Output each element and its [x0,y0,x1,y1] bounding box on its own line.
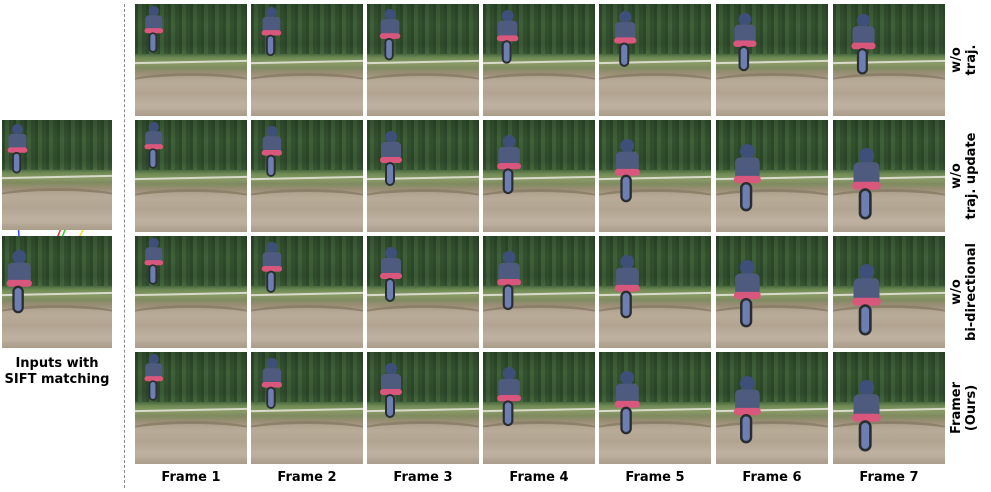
motocross-rider [729,259,766,329]
motocross-rider [493,10,522,65]
row-label-line1: Framer [949,382,964,435]
motocross-rider [141,354,167,402]
row-label-1: w/o traj. [949,4,983,116]
motocross-rider [376,246,406,303]
motocross-rider [847,264,886,337]
motocross-rider [847,148,886,221]
motocross-rider [376,362,406,419]
motocross-rider [493,251,525,311]
input-frame-end [2,236,112,348]
row-label-line1: w/o [949,47,964,73]
motocross-rider [141,122,167,170]
inputs-caption-line1: Inputs with [15,356,99,371]
frame-r2-c3 [367,120,479,232]
row-label-line2: traj. [964,44,979,76]
frame-r4-c5 [599,352,711,464]
column-label-5: Frame 5 [625,470,685,485]
frame-r3-c3 [367,236,479,348]
motocross-rider [610,11,641,68]
frame-r4-c7 [833,352,945,464]
column-label-2: Frame 2 [277,470,337,485]
motocross-rider [847,380,886,453]
motocross-rider [376,8,404,61]
frame-r1-c1 [135,4,247,116]
column-label-6: Frame 6 [742,470,802,485]
motocross-rider [610,371,645,435]
frame-r3-c6 [716,236,828,348]
row-label-line2: (Ours) [964,384,979,432]
frame-r3-c5 [599,236,711,348]
frame-r1-c5 [599,4,711,116]
frame-r3-c1 [135,236,247,348]
frame-r1-c6 [716,4,828,116]
row-label-line2: bi-directional [964,243,979,341]
input-frame-start [2,120,112,230]
frame-r2-c4 [483,120,595,232]
motocross-rider [258,7,285,57]
frame-r1-c7 [833,4,945,116]
row-label-3: w/o bi-directional [949,236,983,348]
frame-r1-c3 [367,4,479,116]
row-label-line2: traj. update [964,132,979,220]
motocross-rider [258,242,286,294]
motocross-rider [729,12,761,72]
motocross-rider [4,124,31,174]
row-label-4: Framer (Ours) [949,352,983,464]
frame-r2-c5 [599,120,711,232]
motocross-rider [141,6,167,54]
motocross-rider [258,358,286,410]
frame-r4-c6 [716,352,828,464]
motocross-rider [610,255,645,319]
motocross-rider [493,135,525,195]
row-label-line1: w/o [949,279,964,305]
frame-r1-c2 [251,4,363,116]
column-label-4: Frame 4 [509,470,569,485]
frame-r2-c1 [135,120,247,232]
frame-r2-c2 [251,120,363,232]
row-label-line1: w/o [949,163,964,189]
motocross-rider [610,139,645,203]
inputs-caption: Inputs with SIFT matching [2,356,112,388]
motocross-rider [258,126,286,178]
frame-r4-c2 [251,352,363,464]
frame-r3-c2 [251,236,363,348]
frame-r2-c7 [833,120,945,232]
motocross-rider [493,367,525,427]
frame-r3-c7 [833,236,945,348]
frame-r4-c4 [483,352,595,464]
frame-r4-c1 [135,352,247,464]
column-label-7: Frame 7 [859,470,919,485]
motocross-rider [141,238,167,286]
frame-r1-c4 [483,4,595,116]
motocross-rider [376,130,406,187]
frame-r3-c4 [483,236,595,348]
inputs-caption-line2: SIFT matching [4,372,110,387]
motocross-rider [847,14,880,76]
frame-r4-c3 [367,352,479,464]
row-label-2: w/o traj. update [949,120,983,232]
motocross-rider [2,250,37,314]
motocross-rider [729,375,766,445]
column-label-1: Frame 1 [161,470,221,485]
divider-dashed-line [124,4,125,488]
column-label-3: Frame 3 [393,470,453,485]
motocross-rider [729,143,766,213]
frame-r2-c6 [716,120,828,232]
